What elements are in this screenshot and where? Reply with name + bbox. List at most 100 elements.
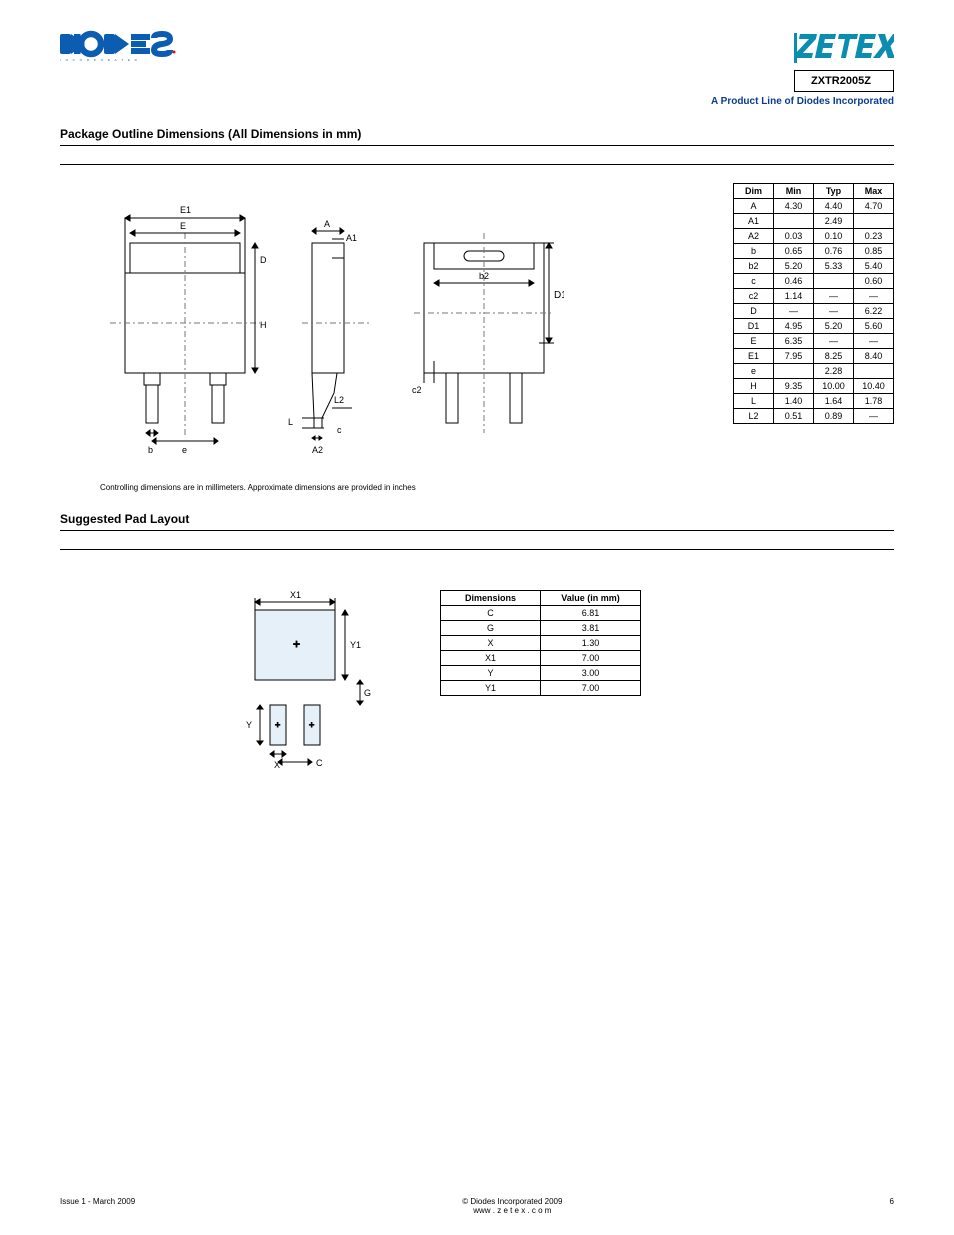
table-header-row: Dimensions Value (in mm) (441, 591, 641, 606)
table-cell: 0.46 (774, 274, 814, 289)
zetex-area: ZXTR2005Z A Product Line of Diodes Incor… (711, 30, 894, 107)
table-cell: 5.60 (854, 319, 894, 334)
col-dim: Dim (734, 184, 774, 199)
svg-text:A2: A2 (312, 445, 323, 455)
table-cell (814, 274, 854, 289)
svg-text:Y1: Y1 (350, 640, 361, 650)
svg-text:Y: Y (246, 720, 252, 730)
table-cell: A (734, 199, 774, 214)
svg-text:D1: D1 (554, 290, 564, 301)
table-cell: 0.89 (814, 409, 854, 424)
table-cell: 1.78 (854, 394, 894, 409)
table-cell: 0.10 (814, 229, 854, 244)
table-cell: 1.14 (774, 289, 814, 304)
table-row: G3.81 (441, 621, 641, 636)
table-cell: 2.49 (814, 214, 854, 229)
table-row: e 2.28 (734, 364, 894, 379)
footprint-drawing: + + + (220, 590, 380, 770)
table-cell: 0.60 (854, 274, 894, 289)
table-cell: 8.40 (854, 349, 894, 364)
section-underline-2 (60, 549, 894, 550)
table-cell: e (734, 364, 774, 379)
dimensions-table: Dim Min Typ Max A4.304.404.70A12.49A20.0… (733, 183, 894, 424)
table-cell: — (814, 289, 854, 304)
table-cell: 5.20 (814, 319, 854, 334)
table-cell: H (734, 379, 774, 394)
table-cell: 7.00 (541, 681, 641, 696)
svg-text:D: D (260, 255, 267, 265)
svg-text:+: + (275, 720, 280, 730)
table-cell: C (441, 606, 541, 621)
footer: Issue 1 - March 2009 © Diodes Incorporat… (60, 1197, 894, 1215)
package-drawings: E1 E b e D H (60, 183, 703, 463)
svg-text:e: e (182, 445, 187, 455)
table-cell: — (774, 304, 814, 319)
table-row: b0.650.760.85 (734, 244, 894, 259)
table-cell: 0.65 (774, 244, 814, 259)
table-row: H9.3510.0010.40 (734, 379, 894, 394)
table-cell: L2 (734, 409, 774, 424)
table-cell: — (814, 304, 854, 319)
package-side-view: A A1 L L2 c A2 (282, 183, 392, 463)
table-cell: Y (441, 666, 541, 681)
col-fp-dim: Dimensions (441, 591, 541, 606)
table-row: b25.205.335.40 (734, 259, 894, 274)
table-cell: b (734, 244, 774, 259)
table-cell: 9.35 (774, 379, 814, 394)
footer-center: © Diodes Incorporated 2009 www . z e t e… (462, 1197, 562, 1215)
table-cell: 10.40 (854, 379, 894, 394)
table-cell: 5.33 (814, 259, 854, 274)
svg-text:+: + (309, 720, 314, 730)
table-cell: 1.64 (814, 394, 854, 409)
table-cell: 2.28 (814, 364, 854, 379)
table-cell: 0.03 (774, 229, 814, 244)
table-row: A12.49 (734, 214, 894, 229)
table-row: c21.14—— (734, 289, 894, 304)
table-cell: 6.22 (854, 304, 894, 319)
svg-text:G: G (364, 688, 371, 698)
table-row: D——6.22 (734, 304, 894, 319)
col-min: Min (774, 184, 814, 199)
table-cell: 0.85 (854, 244, 894, 259)
table-row: E17.958.258.40 (734, 349, 894, 364)
table-row: A4.304.404.70 (734, 199, 894, 214)
zetex-logo (794, 30, 894, 66)
table-cell: — (814, 334, 854, 349)
part-number: ZXTR2005Z (811, 75, 871, 87)
package-front-view: E1 E b e D H (100, 183, 270, 463)
svg-text:X1: X1 (290, 590, 301, 600)
header: I N C O R P O R A T E D ZXTR2005Z A Prod… (60, 30, 894, 107)
col-fp-val: Value (in mm) (541, 591, 641, 606)
table-cell (854, 214, 894, 229)
section-underline-1 (60, 164, 894, 165)
col-typ: Typ (814, 184, 854, 199)
svg-text:L2: L2 (334, 395, 344, 405)
table-cell: E (734, 334, 774, 349)
table-cell: 6.35 (774, 334, 814, 349)
table-row: Y17.00 (441, 681, 641, 696)
table-cell: 7.95 (774, 349, 814, 364)
table-cell (774, 364, 814, 379)
table-row: X1.30 (441, 636, 641, 651)
table-cell: 5.20 (774, 259, 814, 274)
table-cell: 4.40 (814, 199, 854, 214)
table-cell: X (441, 636, 541, 651)
table-cell: D (734, 304, 774, 319)
table-cell: c (734, 274, 774, 289)
product-line: A Product Line of Diodes Incorporated (711, 96, 894, 107)
table-cell: c2 (734, 289, 774, 304)
table-row: D14.955.205.60 (734, 319, 894, 334)
table-cell: L (734, 394, 774, 409)
svg-text:b2: b2 (479, 271, 489, 281)
svg-text:A: A (324, 219, 330, 229)
table-cell: 10.00 (814, 379, 854, 394)
svg-text:E: E (180, 221, 186, 231)
table-cell: X1 (441, 651, 541, 666)
table-cell (854, 364, 894, 379)
table-row: C6.81 (441, 606, 641, 621)
table-cell: 7.00 (541, 651, 641, 666)
table-cell: 5.40 (854, 259, 894, 274)
table-row: X17.00 (441, 651, 641, 666)
footer-page: 6 (890, 1197, 894, 1215)
package-back-view: D1 b2 c2 (404, 183, 564, 463)
